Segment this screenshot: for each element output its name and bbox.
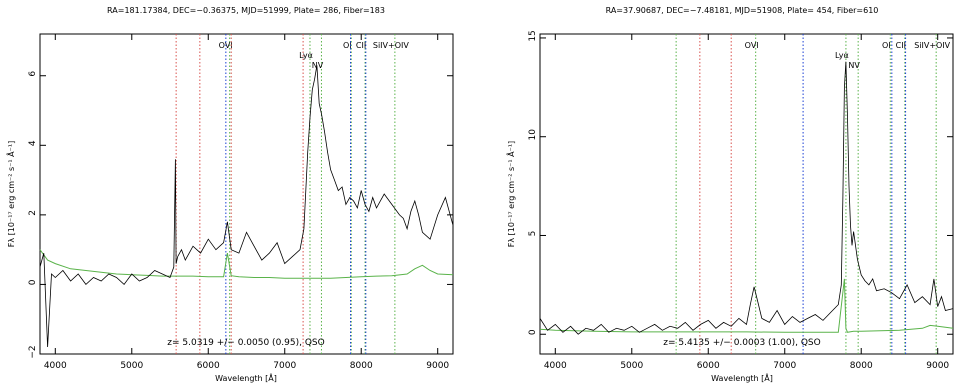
flux-series: [539, 61, 954, 335]
x-tick-label: 5000: [620, 361, 643, 371]
y-tick-label: 4: [28, 140, 38, 146]
x-tick-label: 9000: [926, 361, 949, 371]
y-tick-label: 6: [28, 71, 38, 77]
x-tick-label: 6000: [697, 361, 720, 371]
x-ticks: 4000 5000 6000 7000 8000 9000: [544, 34, 949, 371]
x-tick-label: 4000: [544, 361, 567, 371]
y-tick-label: 2: [28, 210, 38, 216]
line-marker-label: Lyα: [299, 51, 313, 60]
y-tick-label: 5: [528, 231, 538, 237]
line-marker-label: NV: [312, 61, 324, 70]
line-marker-label: SiIV+OIV: [914, 41, 950, 50]
series-group: [39, 65, 454, 348]
y-ticks: 0 5 10 15: [528, 30, 953, 335]
panel-title: RA=37.90687, DEC=−7.48181, MJD=51908, Pl…: [606, 6, 879, 15]
y-tick-label: −2: [28, 345, 38, 358]
x-tick-label: 9000: [426, 361, 449, 371]
y-tick-label: 15: [528, 30, 538, 41]
y-axis-label: Fλ [10⁻¹⁷ erg cm⁻² s⁻¹ Å⁻¹]: [505, 141, 516, 247]
plot-frame: [539, 33, 954, 355]
x-tick-label: 7000: [773, 361, 796, 371]
x-axis-label: Wavelength [Å]: [215, 372, 277, 383]
line-marker-label: CII: [356, 41, 366, 50]
y-ticks: −2 0 2 4 6: [28, 71, 453, 359]
x-tick-label: 4000: [44, 361, 67, 371]
y-tick-label: 0: [528, 329, 538, 335]
x-tick-label: 7000: [273, 361, 296, 371]
spectrum-panel-right: RA=37.90687, DEC=−7.48181, MJD=51908, Pl…: [505, 6, 954, 383]
line-marker-label: OVI: [745, 41, 759, 50]
line-marker-label: SiIV+OIV: [373, 41, 409, 50]
y-tick-label: 10: [528, 129, 538, 141]
line-marker-label: OI: [882, 41, 891, 50]
line-marker-label: NV: [848, 61, 860, 70]
x-tick-label: 8000: [350, 361, 373, 371]
x-axis-label: Wavelength [Å]: [711, 372, 773, 383]
error-series: [39, 249, 454, 279]
x-tick-label: 6000: [197, 361, 220, 371]
y-tick-label: 0: [28, 279, 38, 285]
redshift-annotation: z= 5.4135 +/− 0.0003 (1.00), QSO: [663, 338, 820, 348]
y-axis-label: Fλ [10⁻¹⁷ erg cm⁻² s⁻¹ Å⁻¹]: [5, 141, 16, 247]
error-series: [539, 278, 954, 333]
plot-frame: [39, 33, 454, 355]
x-tick-label: 8000: [850, 361, 873, 371]
line-marker-label: OI: [343, 41, 352, 50]
line-marker-label: Lyα: [835, 51, 849, 60]
series-group: [539, 61, 954, 335]
panel-title: RA=181.17384, DEC=−0.36375, MJD=51999, P…: [107, 6, 385, 15]
x-tick-label: 5000: [120, 361, 143, 371]
line-marker-label: CII: [896, 41, 906, 50]
x-ticks: 4000 5000 6000 7000 8000 9000: [44, 34, 449, 371]
flux-series: [39, 65, 454, 348]
redshift-annotation: z= 5.0319 +/− 0.0050 (0.95), QSO: [167, 338, 324, 348]
spectrum-panel-left: RA=181.17384, DEC=−0.36375, MJD=51999, P…: [5, 6, 454, 383]
